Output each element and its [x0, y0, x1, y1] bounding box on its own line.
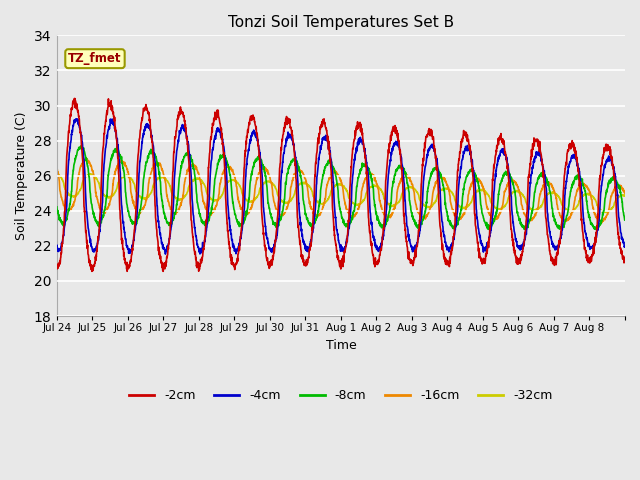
-8cm	[77, 143, 85, 149]
-2cm	[376, 252, 383, 258]
-32cm	[621, 193, 629, 199]
-4cm	[513, 239, 520, 245]
-2cm	[545, 239, 552, 244]
-8cm	[376, 221, 383, 227]
-2cm	[53, 265, 61, 271]
-4cm	[161, 251, 169, 257]
-4cm	[72, 116, 80, 121]
-2cm	[513, 260, 520, 266]
-2cm	[621, 257, 629, 263]
-32cm	[232, 178, 240, 184]
-32cm	[603, 210, 611, 216]
-4cm	[53, 243, 61, 249]
-32cm	[544, 192, 552, 197]
-16cm	[232, 184, 240, 190]
-32cm	[53, 170, 61, 176]
-4cm	[110, 122, 118, 128]
Legend: -2cm, -4cm, -8cm, -16cm, -32cm: -2cm, -4cm, -8cm, -16cm, -32cm	[124, 384, 557, 407]
-2cm	[614, 223, 621, 229]
-16cm	[621, 190, 629, 195]
-32cm	[110, 192, 118, 198]
-2cm	[71, 96, 79, 101]
-16cm	[545, 180, 552, 186]
Text: TZ_fmet: TZ_fmet	[68, 52, 122, 65]
-8cm	[53, 204, 61, 210]
Line: -8cm: -8cm	[57, 146, 625, 229]
-8cm	[595, 227, 602, 232]
-2cm	[159, 268, 167, 274]
-2cm	[233, 261, 241, 266]
Line: -16cm: -16cm	[57, 159, 625, 223]
-4cm	[614, 193, 621, 199]
Y-axis label: Soil Temperature (C): Soil Temperature (C)	[15, 111, 28, 240]
-8cm	[545, 183, 552, 189]
Line: -2cm: -2cm	[57, 98, 625, 271]
-16cm	[376, 196, 383, 202]
-16cm	[614, 183, 621, 189]
Title: Tonzi Soil Temperatures Set B: Tonzi Soil Temperatures Set B	[228, 15, 454, 30]
Line: -4cm: -4cm	[57, 119, 625, 254]
-16cm	[110, 176, 118, 182]
-16cm	[598, 220, 605, 226]
-16cm	[53, 166, 61, 172]
-4cm	[233, 249, 241, 254]
-8cm	[232, 216, 240, 222]
-32cm	[512, 189, 520, 194]
Line: -32cm: -32cm	[57, 173, 625, 213]
-2cm	[110, 113, 118, 119]
-32cm	[375, 185, 383, 191]
-4cm	[621, 243, 629, 249]
X-axis label: Time: Time	[326, 338, 356, 351]
-8cm	[110, 149, 118, 155]
-8cm	[614, 180, 621, 186]
-4cm	[545, 219, 552, 225]
-8cm	[621, 215, 629, 220]
-16cm	[513, 180, 520, 186]
-4cm	[376, 246, 383, 252]
-8cm	[513, 202, 520, 208]
-16cm	[83, 156, 91, 162]
-32cm	[613, 196, 621, 202]
